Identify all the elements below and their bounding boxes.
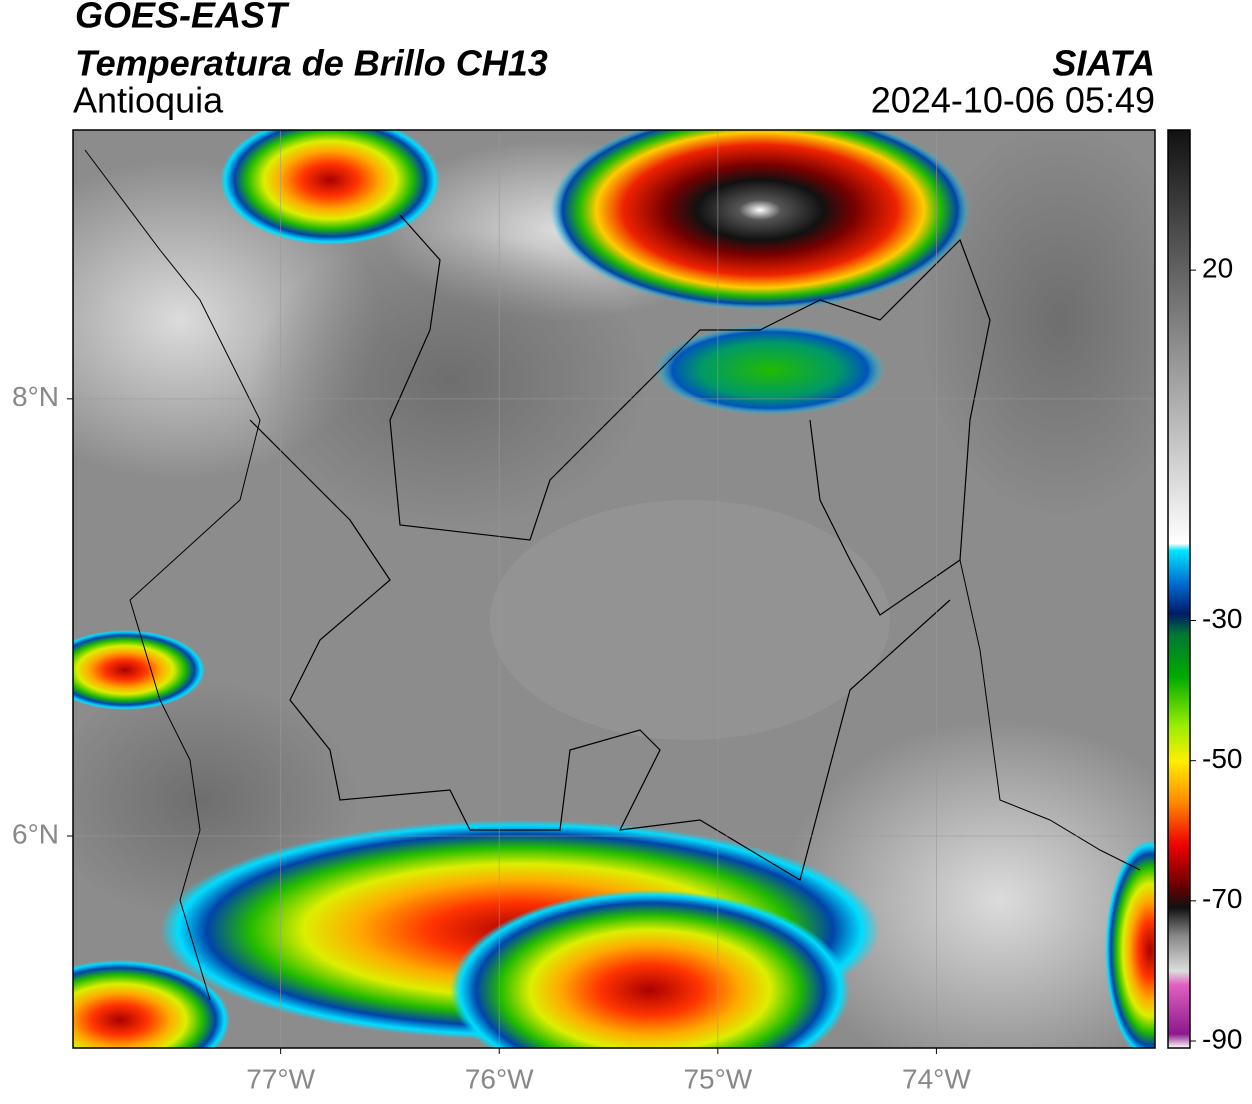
colorbar-tick-label: -30: [1202, 603, 1242, 634]
grid: [73, 130, 1155, 1048]
y-tick-label: 6°N: [12, 818, 59, 849]
x-tick-label: 77°W: [246, 1063, 315, 1094]
colorbar-tick-label: -50: [1202, 743, 1242, 774]
region: Antioquia: [73, 80, 224, 121]
x-tick-label: 76°W: [465, 1063, 534, 1094]
satellite-image: [73, 130, 1155, 1048]
map-frame: [72, 129, 1156, 1049]
subtitle: Temperatura de Brillo CH13: [75, 43, 548, 84]
colorbar-tick-label: -70: [1202, 883, 1242, 914]
colorbar: [1167, 129, 1191, 1049]
colorbar-tick-label: 20: [1202, 253, 1233, 284]
y-tick-label: 8°N: [12, 381, 59, 412]
x-tick-label: 75°W: [683, 1063, 752, 1094]
title: GOES-EAST: [75, 0, 290, 36]
source: SIATA: [1052, 43, 1155, 84]
x-tick-label: 74°W: [902, 1063, 971, 1094]
datetime: 2024-10-06 05:49: [871, 80, 1155, 121]
colorbar-tick-label: -90: [1202, 1023, 1242, 1054]
